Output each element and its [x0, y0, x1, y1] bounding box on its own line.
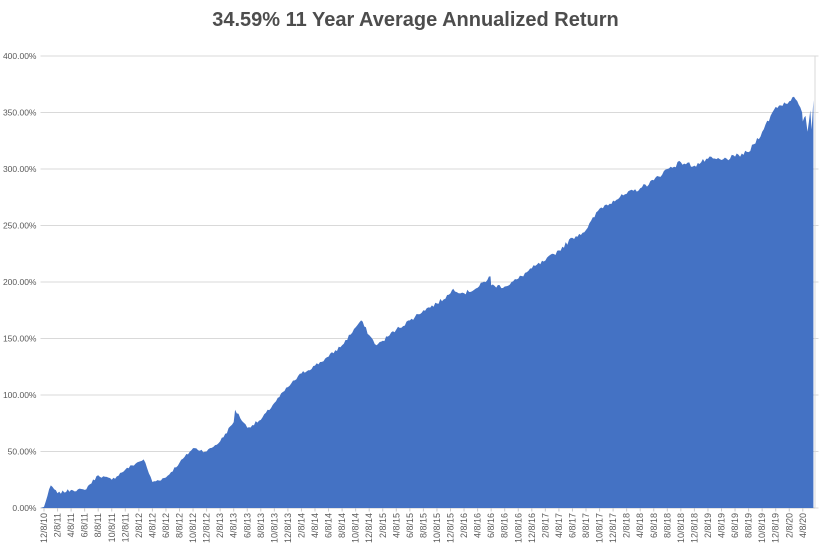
- x-axis-label: 4/8/20: [798, 513, 808, 538]
- x-axis-label: 12/8/16: [527, 513, 537, 543]
- x-axis-label: 4/8/12: [147, 513, 157, 538]
- x-axis-label: 12/8/10: [39, 513, 49, 543]
- x-axis-label: 4/8/15: [391, 513, 401, 538]
- x-axis-label: 12/8/13: [283, 513, 293, 543]
- x-axis-label: 2/8/11: [53, 513, 63, 537]
- x-axis-label: 2/8/20: [784, 513, 794, 538]
- x-axis-label: 12/8/11: [120, 513, 130, 542]
- y-axis-label: 50.00%: [8, 447, 37, 457]
- x-axis-label: 12/8/17: [608, 513, 618, 543]
- x-axis-label: 4/8/18: [635, 513, 645, 538]
- x-axis-label: 8/8/17: [581, 513, 591, 538]
- x-axis-label: 6/8/17: [567, 513, 577, 538]
- x-axis-label: 8/8/11: [93, 513, 103, 537]
- x-axis-label: 6/8/15: [405, 513, 415, 538]
- x-axis-label: 12/8/15: [446, 513, 456, 543]
- x-axis-label: 8/8/16: [500, 513, 510, 538]
- y-axis-label: 0.00%: [12, 503, 37, 513]
- y-axis-label: 100.00%: [3, 390, 37, 400]
- x-axis-label: 4/8/13: [229, 513, 239, 538]
- y-axis-label: 200.00%: [3, 277, 37, 287]
- x-axis-label: 10/8/15: [432, 513, 442, 543]
- x-axis-label: 10/8/12: [188, 513, 198, 543]
- x-axis-label: 4/8/17: [554, 513, 564, 538]
- x-axis-label: 12/8/14: [364, 513, 374, 543]
- x-axis-label: 12/8/12: [202, 513, 212, 543]
- x-axis-label: 10/8/14: [351, 513, 361, 543]
- x-axis-label: 2/8/13: [215, 513, 225, 538]
- x-axis-label: 2/8/15: [378, 513, 388, 538]
- x-axis-label: 10/8/19: [757, 513, 767, 543]
- x-axis-label: 2/8/14: [296, 513, 306, 538]
- x-axis-label: 6/8/13: [242, 513, 252, 538]
- x-axis-label: 4/8/19: [717, 513, 727, 538]
- x-axis-label: 12/8/19: [771, 513, 781, 543]
- y-axis-label: 350.00%: [3, 108, 37, 118]
- x-axis-label: 10/8/16: [513, 513, 523, 543]
- x-axis-label: 6/8/12: [161, 513, 171, 538]
- x-axis-label: 2/8/12: [134, 513, 144, 538]
- x-axis-label: 2/8/19: [703, 513, 713, 538]
- y-axis-label: 400.00%: [3, 51, 37, 61]
- y-axis-label: 150.00%: [3, 334, 37, 344]
- y-axis-label: 250.00%: [3, 221, 37, 231]
- x-axis-label: 8/8/18: [662, 513, 672, 538]
- x-axis-label: 2/8/18: [622, 513, 632, 538]
- return-area: [40, 96, 814, 508]
- x-axis-label: 2/8/17: [540, 513, 550, 538]
- x-axis-label: 8/8/13: [256, 513, 266, 538]
- x-axis-label: 8/8/14: [337, 513, 347, 538]
- x-axis-label: 8/8/19: [744, 513, 754, 538]
- x-axis-label: 6/8/16: [486, 513, 496, 538]
- x-axis-label: 10/8/17: [595, 513, 605, 543]
- x-axis-label: 4/8/11: [66, 513, 76, 537]
- x-axis-label: 10/8/13: [269, 513, 279, 543]
- x-axis-label: 8/8/15: [418, 513, 428, 538]
- x-axis-label: 2/8/16: [459, 513, 469, 538]
- x-axis-label: 4/8/16: [473, 513, 483, 538]
- x-axis-label: 6/8/14: [324, 513, 334, 538]
- x-axis-label: 12/8/18: [689, 513, 699, 543]
- x-axis-label: 6/8/18: [649, 513, 659, 538]
- chart-title: 34.59% 11 Year Average Annualized Return: [212, 9, 619, 31]
- x-axis-label: 10/8/18: [676, 513, 686, 543]
- x-axis-label: 4/8/14: [310, 513, 320, 538]
- x-axis-label: 10/8/11: [107, 513, 117, 542]
- x-axis-label: 6/8/19: [730, 513, 740, 538]
- x-axis-label: 8/8/12: [175, 513, 185, 538]
- x-axis-label: 6/8/11: [80, 513, 90, 537]
- y-axis-label: 300.00%: [3, 164, 37, 174]
